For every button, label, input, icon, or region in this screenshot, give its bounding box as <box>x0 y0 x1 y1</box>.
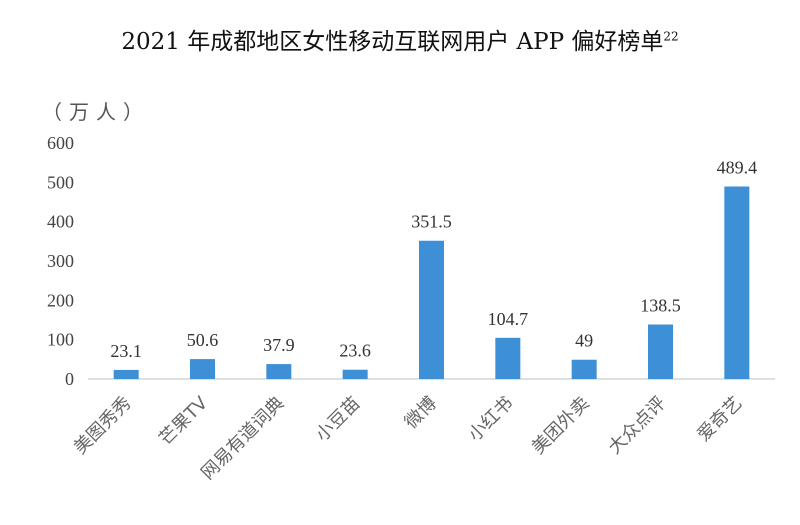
bar <box>190 359 215 379</box>
bar <box>419 240 444 379</box>
data-label: 37.9 <box>263 335 295 355</box>
y-axis-unit-label: （万人） <box>42 100 150 124</box>
bar <box>724 186 750 379</box>
data-label: 138.5 <box>640 296 681 316</box>
x-tick-label: 微博 <box>401 393 441 433</box>
chart-title-text: 2021 年成都地区女性移动互联网用户 APP 偏好榜单 <box>121 29 664 55</box>
bar <box>648 324 673 379</box>
data-label: 489.4 <box>717 158 758 178</box>
x-tick-label: 美图秀秀 <box>70 393 136 459</box>
data-label: 50.6 <box>187 330 219 350</box>
bar <box>266 364 292 379</box>
y-tick-label: 400 <box>47 212 74 232</box>
bar <box>113 369 139 379</box>
y-tick-label: 500 <box>47 172 74 192</box>
bar <box>495 337 521 379</box>
bar <box>342 369 368 379</box>
y-tick-label: 0 <box>65 369 74 389</box>
x-tick-label: 美团外卖 <box>528 393 594 459</box>
y-tick-label: 300 <box>47 251 74 271</box>
y-tick-label: 100 <box>47 330 74 350</box>
y-tick-label: 600 <box>47 133 74 153</box>
data-label: 23.1 <box>110 341 142 361</box>
x-tick-label: 芒果TV <box>155 392 212 449</box>
y-tick-label: 200 <box>47 290 74 310</box>
x-tick-label: 爱奇艺 <box>693 393 746 446</box>
x-tick-label: 小红书 <box>464 393 517 446</box>
data-label: 49 <box>575 331 593 351</box>
x-tick-label: 大众点评 <box>604 393 670 459</box>
x-tick-label: 小豆苗 <box>312 393 365 446</box>
data-label: 23.6 <box>339 341 371 361</box>
chart-title: 2021 年成都地区女性移动互联网用户 APP 偏好榜单22 <box>0 22 800 56</box>
bar <box>571 359 597 379</box>
title-footnote: 22 <box>663 29 679 44</box>
data-label: 104.7 <box>488 309 529 329</box>
data-label: 351.5 <box>411 212 452 232</box>
